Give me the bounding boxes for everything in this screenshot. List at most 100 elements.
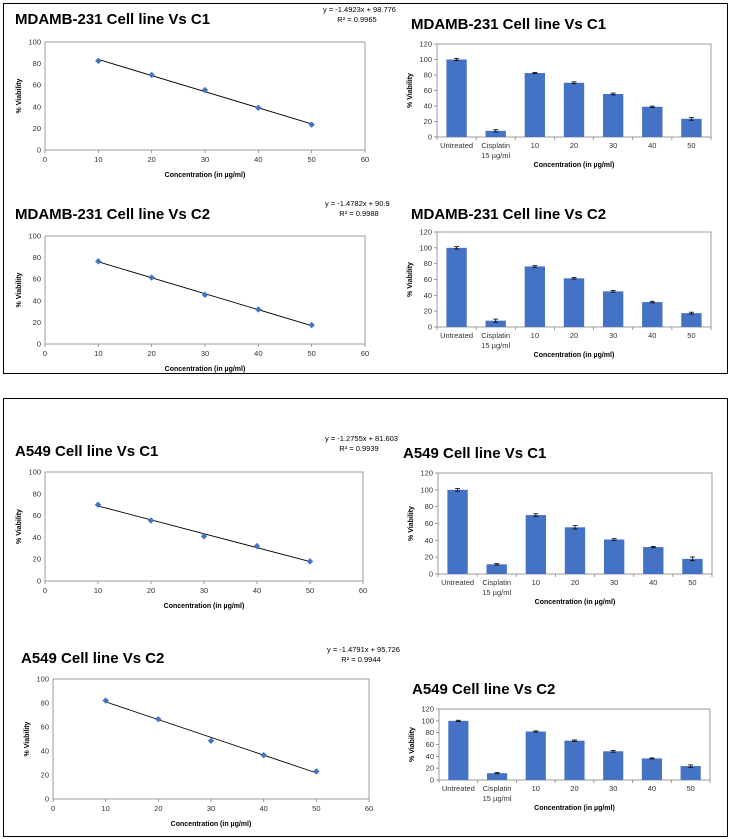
y-tick-label: 100 xyxy=(421,716,434,725)
x-tick-label: 20 xyxy=(147,155,155,164)
y-tick-label: 80 xyxy=(33,59,41,68)
x-axis-label: Concentration (in µg/ml) xyxy=(534,162,615,169)
y-tick-label: 120 xyxy=(420,469,433,478)
x-axis-label: Concentration (in µg/ml) xyxy=(165,172,246,179)
y-tick-label: 0 xyxy=(37,577,41,586)
chart-title: A549 Cell line Vs C2 xyxy=(412,681,555,698)
y-tick-label: 0 xyxy=(428,133,432,142)
bar xyxy=(563,82,585,137)
x-tick-label: 40 xyxy=(648,784,656,793)
data-point xyxy=(201,291,209,299)
data-point xyxy=(95,57,102,65)
y-tick-label: 80 xyxy=(33,253,41,262)
bar xyxy=(524,73,546,137)
x-axis-label: Concentration (in µg/ml) xyxy=(165,366,246,373)
y-tick-label: 0 xyxy=(429,570,433,579)
y-tick-label: 100 xyxy=(36,675,49,684)
y-axis-label: % Viability xyxy=(16,272,23,307)
y-tick-label: 120 xyxy=(421,705,434,714)
x-tick-label: 0 xyxy=(43,155,47,164)
x-tick-label: 50 xyxy=(686,784,694,793)
y-tick-label: 120 xyxy=(419,228,432,237)
x-tick-label: 20 xyxy=(571,578,579,587)
r-squared: R² = 0.9944 xyxy=(341,655,380,664)
data-point xyxy=(147,517,155,524)
x-tick-label: 50 xyxy=(307,155,315,164)
bar xyxy=(524,266,546,327)
y-tick-label: 0 xyxy=(428,323,432,332)
chart-a549-c2-bar: A549 Cell line Vs C2 0 20 40 60 80 100 120 Untre… xyxy=(409,681,711,812)
x-tick-label: 30 xyxy=(207,804,215,813)
x-tick-label: 50 xyxy=(687,331,695,340)
x-tick-label: 10 xyxy=(532,784,540,793)
y-tick-label: 100 xyxy=(419,55,432,64)
x-tick-label: 0 xyxy=(51,804,55,813)
trend-equation: y = -1.4791x + 95.726 xyxy=(327,645,400,654)
data-point xyxy=(94,501,102,508)
plot-area xyxy=(44,235,366,345)
bar xyxy=(643,547,664,574)
bar xyxy=(642,106,663,137)
y-tick-label: 0 xyxy=(37,146,41,155)
y-axis-label: % Viability xyxy=(408,506,415,541)
x-tick-label: 50 xyxy=(306,586,314,595)
x-tick-label: 50 xyxy=(307,349,315,358)
y-tick-label: 60 xyxy=(424,275,432,284)
x-tick-label: 20 xyxy=(154,804,162,813)
y-tick-label: 40 xyxy=(33,296,41,305)
x-tick-label: 40 xyxy=(649,578,657,587)
chart-title: MDAMB-231 Cell line Vs C2 xyxy=(411,206,606,223)
y-tick-label: 80 xyxy=(425,502,433,511)
data-point xyxy=(255,104,262,112)
data-point xyxy=(201,86,209,94)
chart-title: A549 Cell line Vs C2 xyxy=(21,650,164,667)
x-tick-label: 50 xyxy=(688,578,696,587)
y-axis-label: % Viability xyxy=(407,73,414,108)
y-axis-label: % Viability xyxy=(24,721,31,756)
data-point xyxy=(255,306,262,313)
data-point xyxy=(155,716,162,723)
y-tick-label: 20 xyxy=(33,124,41,133)
bar xyxy=(525,515,547,574)
x-tick-label: Cisplatin 15 µg/ml xyxy=(483,784,512,803)
y-tick-label: 60 xyxy=(41,723,49,732)
bar xyxy=(603,751,624,780)
y-tick-label: 0 xyxy=(430,776,434,785)
x-tick-label: 10 xyxy=(94,586,102,595)
data-point xyxy=(308,321,315,329)
y-tick-label: 100 xyxy=(28,232,41,241)
bar xyxy=(447,489,468,574)
y-tick-label: 40 xyxy=(41,747,49,756)
x-tick-label: 30 xyxy=(201,349,209,358)
y-tick-label: 40 xyxy=(424,102,432,111)
chart-title: MDAMB-231 Cell line Vs C2 xyxy=(15,206,210,223)
y-axis-label: % Viability xyxy=(16,509,23,544)
y-tick-label: 20 xyxy=(33,555,41,564)
bar xyxy=(446,247,467,327)
x-tick-label: 20 xyxy=(570,331,578,340)
bar xyxy=(681,313,702,327)
data-point xyxy=(308,121,315,128)
x-tick-label: 0 xyxy=(43,349,47,358)
y-tick-label: 20 xyxy=(41,771,49,780)
bar xyxy=(485,130,506,137)
x-tick-label: Cisplatin 15 µg/ml xyxy=(481,331,510,350)
plot-area xyxy=(44,41,366,151)
y-tick-label: 20 xyxy=(424,117,432,126)
x-tick-label: 10 xyxy=(101,804,109,813)
y-tick-label: 40 xyxy=(426,752,434,761)
x-tick-label: 30 xyxy=(609,331,617,340)
x-tick-label: 60 xyxy=(365,804,373,813)
chart-title: MDAMB-231 Cell line Vs C1 xyxy=(15,11,210,28)
bar xyxy=(602,291,624,327)
x-tick-label: 30 xyxy=(609,141,617,150)
y-tick-label: 60 xyxy=(33,275,41,284)
x-tick-label: Untreated xyxy=(442,784,475,793)
x-tick-label: 0 xyxy=(43,586,47,595)
y-tick-label: 40 xyxy=(424,291,432,300)
x-tick-label: 60 xyxy=(361,349,369,358)
x-axis-label: Concentration (in µg/ml) xyxy=(171,821,252,828)
bar xyxy=(603,539,625,574)
trend-equation: y = -1.4923x + 98.776 xyxy=(323,5,396,14)
